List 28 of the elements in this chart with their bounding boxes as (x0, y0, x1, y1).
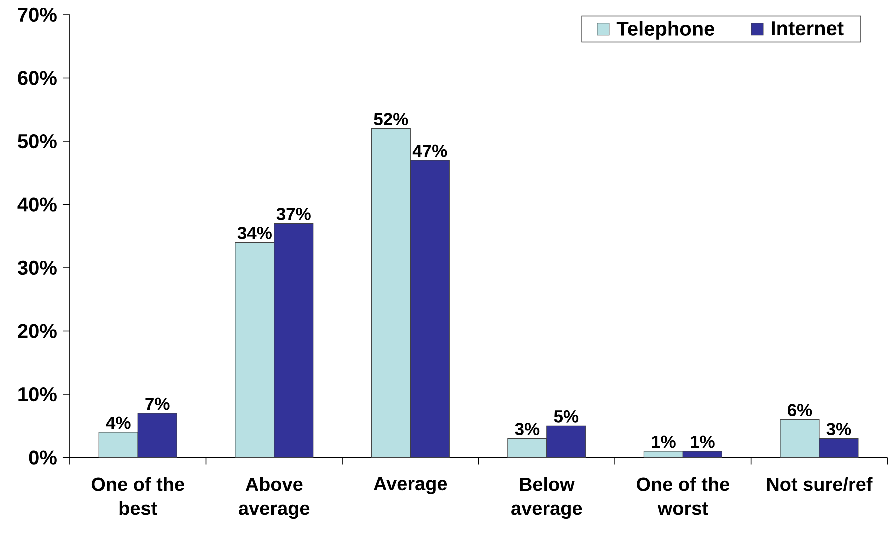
y-tick-label: 10% (18, 388, 57, 402)
x-tick-label: Not sure/ref (767, 477, 873, 492)
data-label: 1% (652, 436, 676, 448)
data-label: 3% (826, 423, 852, 436)
x-tick-label: Average (374, 477, 448, 495)
y-tick-label: 30% (18, 261, 57, 276)
data-label: 37% (276, 208, 311, 221)
y-tick-label: 50% (18, 134, 57, 149)
y-tick-label: 0% (29, 450, 57, 465)
data-label: 3% (515, 423, 540, 436)
data-label: 47% (412, 144, 448, 158)
data-label: 4% (106, 416, 131, 430)
x-tick-label: Above average (239, 477, 310, 520)
data-label: 5% (554, 410, 579, 423)
x-tick-label: One of the best (92, 477, 184, 516)
legend-label: Telephone (616, 21, 714, 40)
data-label: 7% (146, 398, 170, 410)
y-tick-label: 60% (18, 71, 57, 86)
legend-label: Internet (772, 22, 844, 36)
data-label: 34% (238, 227, 272, 240)
data-label: 52% (374, 113, 408, 126)
y-tick-label: 70% (18, 8, 57, 22)
x-tick-label: One of the worst (637, 477, 730, 516)
data-label: 1% (691, 436, 715, 448)
x-tick-label: Below average (512, 477, 582, 520)
y-tick-label: 20% (18, 324, 57, 338)
y-tick-label: 40% (18, 198, 57, 212)
data-label: 6% (788, 404, 812, 417)
